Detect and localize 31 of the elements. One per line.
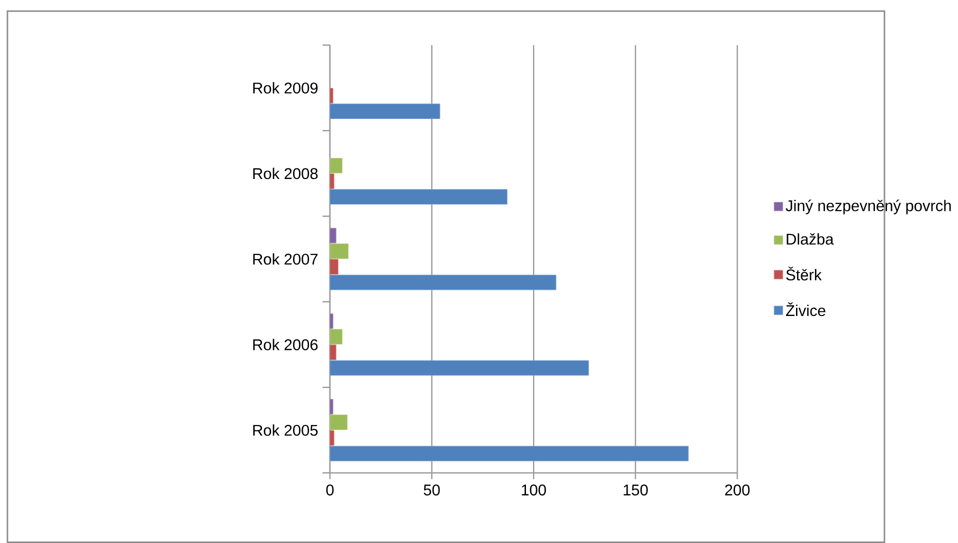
x-tick-label: 150 [624,484,648,496]
bar [330,360,589,376]
bar [330,158,342,174]
legend-label: Štěrk [786,266,822,280]
bar [330,399,334,414]
bar [330,189,508,205]
bar [330,414,348,430]
legend-label: Jiný nezpevněný povrch [786,200,951,214]
bar [330,344,336,360]
bar [330,88,334,104]
y-tick-label: Rok 2005 [253,424,318,436]
bar [330,446,689,462]
x-tick-label: 100 [522,484,546,496]
legend-label: Dlažba [786,233,834,245]
y-tick-label: Rok 2007 [253,253,318,265]
bar [330,174,334,189]
legend-label: Živice [786,302,826,316]
x-tick-label: 200 [725,484,750,496]
bar [330,104,440,120]
bar [330,313,334,329]
bar [330,274,556,290]
bar [330,228,336,244]
y-tick-label: Rok 2006 [253,338,318,350]
x-tick-label: 50 [424,484,440,496]
bar [330,430,334,446]
x-tick-label: 0 [326,484,334,496]
bar [330,244,349,259]
y-tick-label: Rok 2009 [253,82,318,94]
bar [330,329,342,344]
bar [330,259,338,275]
y-tick-label: Rok 2008 [253,168,318,180]
